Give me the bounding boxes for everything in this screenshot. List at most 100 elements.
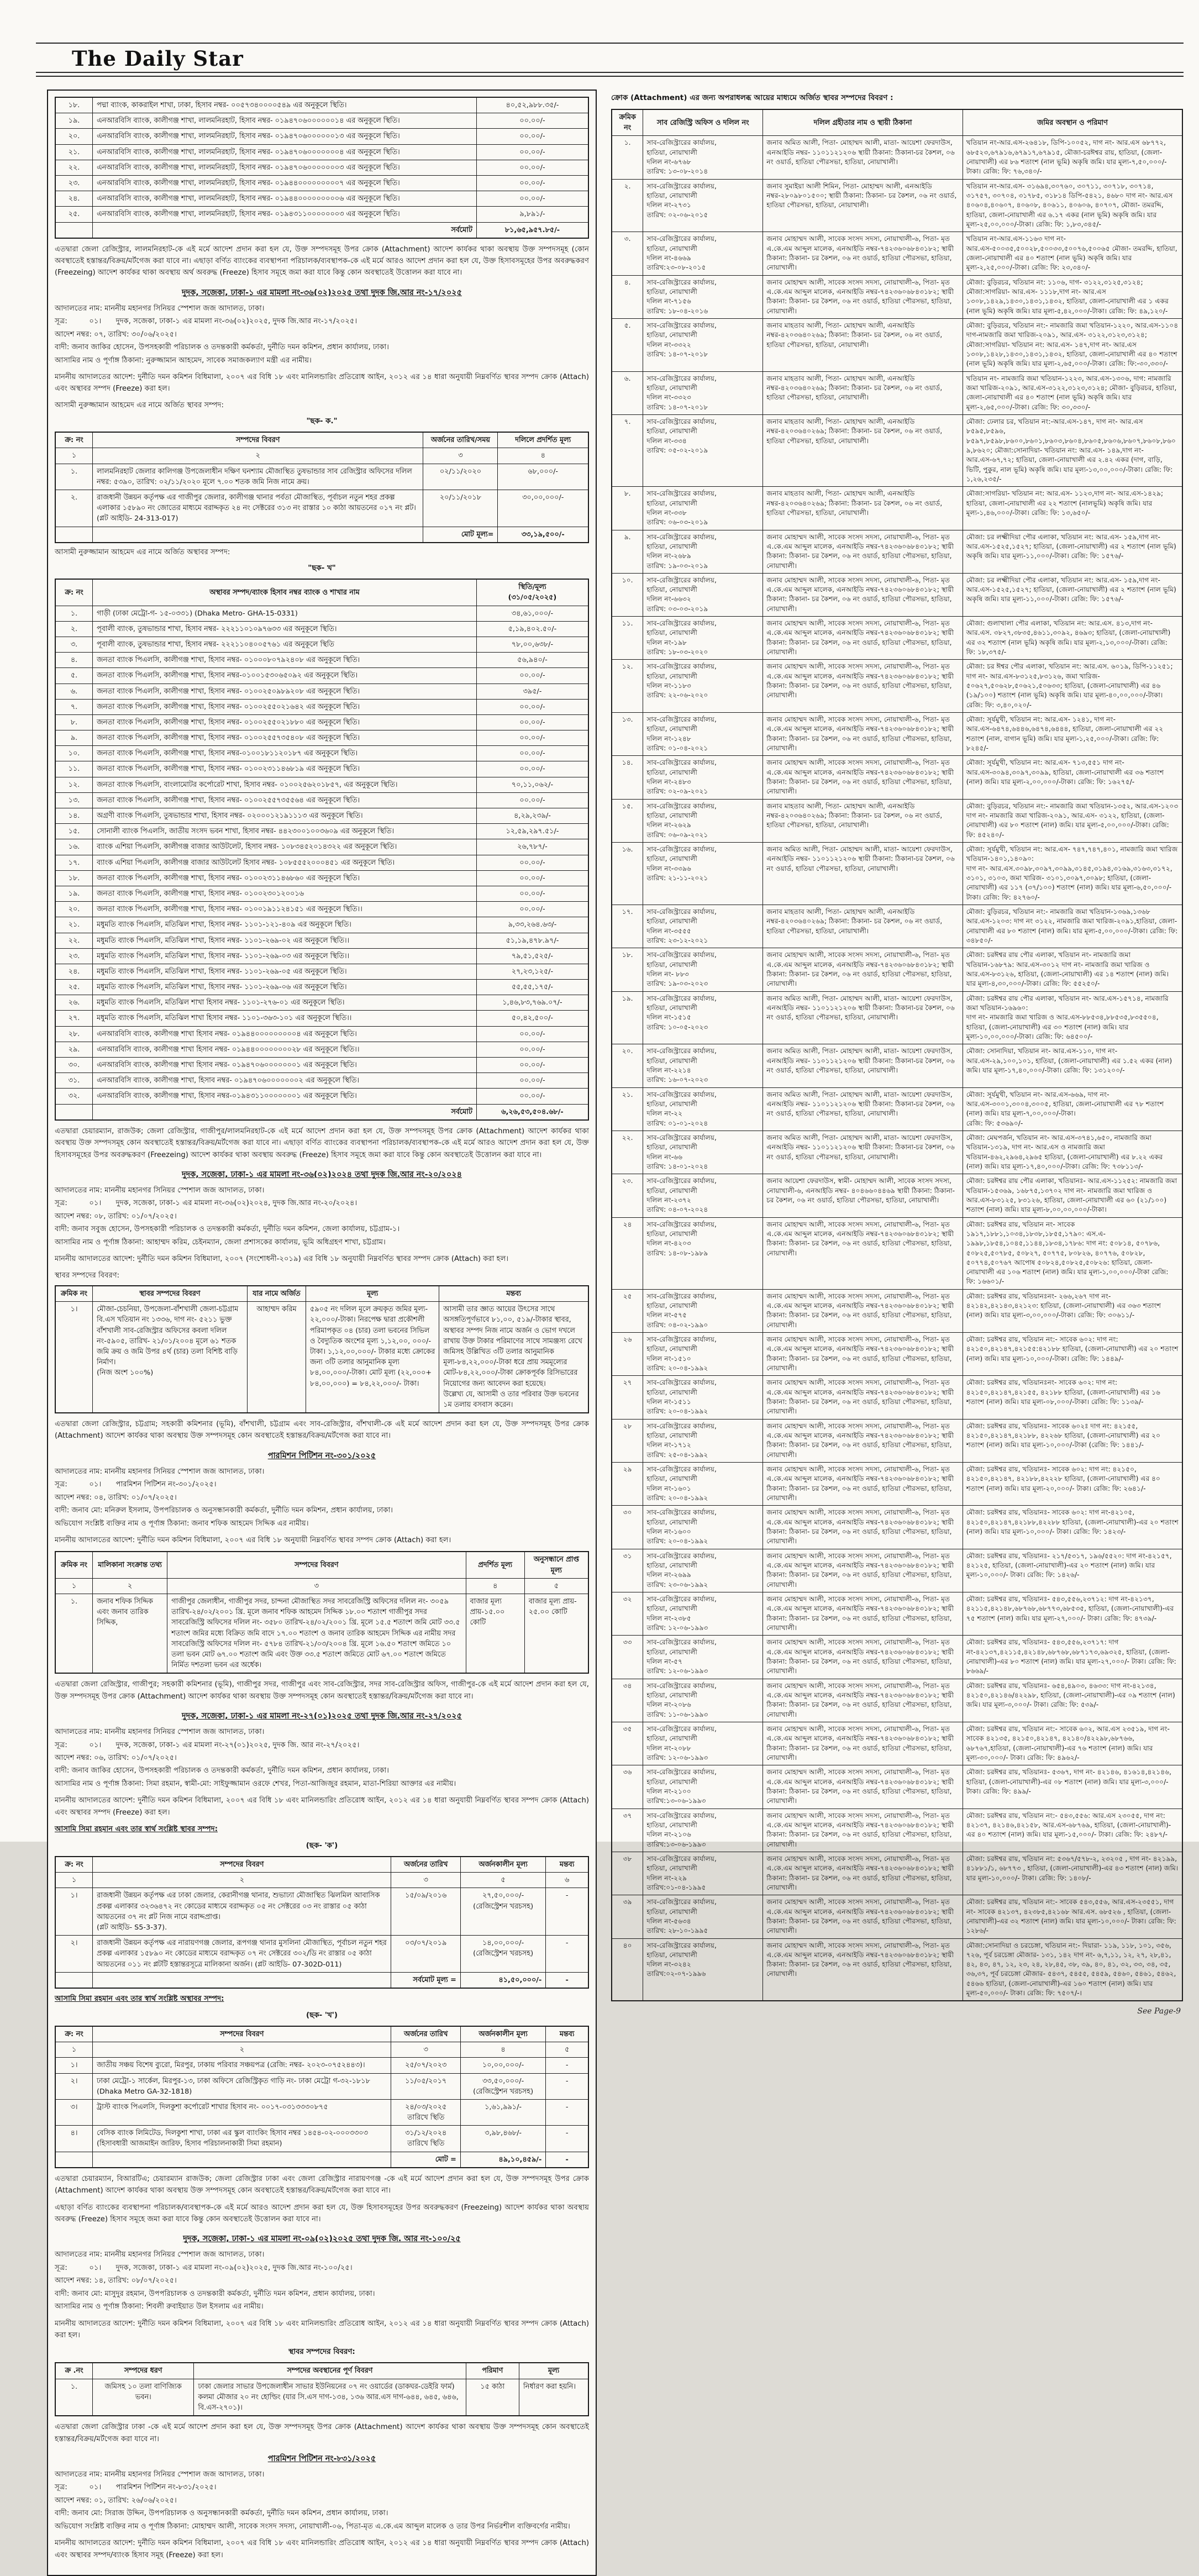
column-index-cell: ৪ xyxy=(460,2042,546,2058)
table-cell: সাব-রেজিস্ট্রারের কার্যালয়, হাতিয়া, নো… xyxy=(643,1289,764,1333)
table-cell: এনআরবিসি ব্যাংক, কালীগঞ্জ শাখা, লালমনিরহ… xyxy=(92,128,477,145)
table-cell: জনাব অমিত আলী, পিতা- মোহাম্মদ আলী, মাতা-… xyxy=(762,1044,963,1088)
meta-line: আসামী নুরুজ্জামান আহমেদ এর নামে অর্জিত স… xyxy=(55,401,224,409)
table-row: ২৩. এনআরবিসি ব্যাংক, কালীগঞ্জ শাখা, লালমন… xyxy=(55,175,589,192)
table-cell: মৌজা: চর লক্ষ্মীদিয়া পৌর এলাকা, খতিয়ান… xyxy=(962,572,1183,617)
column-header: দলিল গ্রহীতার নাম ও স্থায়ী ঠিকানা xyxy=(762,109,963,136)
table-row: ১৮. পদ্মা ব্যাংক, কাকরাইল শাখা, ঢাকা, হিস… xyxy=(55,97,589,114)
column-header: ক্রমিক নং xyxy=(611,109,644,136)
table-cell: খতিয়ান নং-আর.এস-১১৬৩ দাগ নং- আর.এস-৫০০৩… xyxy=(962,232,1183,276)
notice-paragraph: এতদ্বারা জেলা রেজিস্ট্রার, চট্টগ্রাম; সহ… xyxy=(55,1420,589,1441)
table-cell: জনতা ব্যাংক পিএলসি, কালীগঞ্জ শাখা, হিসাব… xyxy=(92,745,477,762)
table-cell: বাজার মূল্য প্রায়-১৫.০০ কোটি xyxy=(465,1594,525,1674)
table-cell: ১৮. xyxy=(55,870,93,886)
meta-line: আদেশ নম্বর: ০৭, তারিখ: ৩০/০৬/২০২৫। xyxy=(55,330,177,339)
table-cell: মৌজা: চরঈশ্বর রায় পৌর এলাকা, খতিয়ানঃ- … xyxy=(962,1174,1183,1218)
column-index-cell: ৫ xyxy=(545,2042,589,2058)
table-cell: ৮. xyxy=(611,486,644,530)
table-cell: জনাব মাহতাব আলী, পিতা- মোহাম্মদ আলী, এনআ… xyxy=(762,904,963,949)
table-cell: সাব-রেজিস্ট্রারের কার্যালয়, হাতিয়া, নো… xyxy=(643,232,764,276)
table-cell: সাব-রেজিস্ট্রারের কার্যালয়, হাতিয়া, নো… xyxy=(643,1217,764,1290)
table-cell: জনাব অমিত আলী, পিতা- মোহাম্মদ আলী, মাতা-… xyxy=(762,991,963,1045)
meta-line: আসামী নুরুজ্জামান আহমেদ এর নামে অর্জিত অ… xyxy=(55,548,230,556)
table-cell: জনাব মোহাম্মদ আলী, সাবেক সংসদ সদস্য, নোয… xyxy=(762,572,963,617)
table-cell: মৌজা: চরঈশ্বর রায়, খতিয়ানঃ- ৬৫৪,৪৯০৩, … xyxy=(962,1678,1183,1722)
table-cell: ১৯. xyxy=(611,991,644,1045)
table-cell: ১৫. xyxy=(55,823,93,840)
table-cell: ৩২ xyxy=(611,1591,644,1636)
table-cell: ৩,৯৮,৪৬৮/- xyxy=(460,2125,546,2152)
column-header: মালিকানা সংক্রান্ত তথ্য xyxy=(92,1551,168,1579)
column-header: ক্রমিক নং xyxy=(55,1285,93,1302)
column-header: অর্জনকালীন মূল্য xyxy=(460,2026,546,2043)
table-cell: ০০.০০/- xyxy=(476,901,589,918)
table-cell: ০০.০০/- xyxy=(476,1088,589,1105)
table-cell: - xyxy=(545,2057,589,2074)
table-row: ৬. সাব-রেজিস্ট্রারের কার্যালয়, হাতিয়া, … xyxy=(611,371,1183,415)
column-index-cell: ৩ xyxy=(391,1872,461,1889)
column-header: সম্পদের বিবরণ xyxy=(92,1856,392,1873)
meta-line: আসামির নাম ও পূর্ণাঙ্গ ঠিকানা: শিবলী রুব… xyxy=(55,2302,264,2311)
meta-line: সূত্র: ০১। দুদক, সজেকা, ঢাকা-১ এর মামলা … xyxy=(55,2263,353,2272)
meta-line: বাদী: জনাব জাকির হোসেন, উপসহকারী পরিচালক… xyxy=(55,343,389,352)
column-index-cell: ২ xyxy=(92,448,424,464)
column-header: ক্র: নং xyxy=(55,1856,93,1873)
table-cell: ৩৪ xyxy=(611,1678,644,1722)
table-cell: মধুমতি ব্যাংক পিএলসি, মতিঝিল শাখা, হিসাব… xyxy=(92,917,477,933)
table-cell: ৫৫,৫৫,১৭৫/- xyxy=(476,979,589,996)
table-row: ৪. সাব-রেজিস্ট্রারের কার্যালয়, হাতিয়া, … xyxy=(611,275,1183,319)
table-cell: ৫০,৪২,৫০০/- xyxy=(476,1010,589,1027)
table-cell: ৩৮ xyxy=(611,1851,644,1896)
table-cell: অগ্রণী ব্যাংক পিএলসি, তুষভান্ডার শাখা, হ… xyxy=(92,808,477,824)
total-cell: সর্বমোট xyxy=(92,1103,477,1121)
table-row: ২১. সাব-রেজিস্ট্রারের কার্যালয়, হাতিয়া,… xyxy=(611,1087,1183,1131)
column-header: ক্র: নং xyxy=(55,2026,93,2043)
table-row: ৩৭ সাব-রেজিস্ট্রারের কার্যালয়, হাতিয়া, … xyxy=(611,1808,1183,1852)
table-row: ১১. জনতা ব্যাংক পিএলসি, কালীগঞ্জ শাখা, হি… xyxy=(55,761,589,777)
table-cell: সাব-রেজিস্ট্রারের কার্যালয়, হাতিয়া, নো… xyxy=(643,1087,764,1131)
table-cell: মৌজা: চর লক্ষ্মীদিয়া পৌর এলাকা, খতিয়ান… xyxy=(962,529,1183,574)
table-row: ১৯. সাব-রেজিস্ট্রারের কার্যালয়, হাতিয়া,… xyxy=(611,991,1183,1045)
table-row: ২৮. এনআরবিসি ব্যাংক, কালীগঞ্জ শাখা হিসাব … xyxy=(55,1026,589,1042)
table-cell: ৪০,৫২,৯৮৮.৩৫/- xyxy=(476,97,589,114)
table-cell: জনাব অমিত আলী, পিতা- মোহাম্মদ আলী, মাতা-… xyxy=(762,1130,963,1175)
column-header: সম্পদের বিবরণ xyxy=(92,2026,392,2043)
table-cell: ১২. xyxy=(55,776,93,793)
table-cell: সাব-রেজিস্ট্রারের কার্যালয়, হাতিয়া, নো… xyxy=(643,1895,764,1939)
table-cell: জনাব মোহাম্মদ আলী, সাবেক সংসদ সদস্য, নোয… xyxy=(762,529,963,574)
table-cell: ২০. xyxy=(55,128,93,145)
table-cell: ২। xyxy=(55,1935,93,1973)
table-cell: ১৬. xyxy=(611,842,644,905)
table-cell: জনতা ব্যাংক পিএলসি, কালীগঞ্জ শাখা, হিসাব… xyxy=(92,885,477,902)
table-cell: ২৩. xyxy=(611,1174,644,1218)
legal-notice-left-column: ১৮. পদ্মা ব্যাংক, কাকরাইল শাখা, ঢাকা, হিস… xyxy=(47,90,597,2576)
table-cell: ৪০ xyxy=(611,1938,644,2001)
meta-line: আসামির নাম ও পূর্ণাঙ্গ ঠিকানা: নুরুজ্জাম… xyxy=(55,356,312,365)
table-row: ১। মৌজা-চেচনিয়া, উপজেলা-বাঁশখালী জেলা-চট… xyxy=(55,1301,589,1413)
table-title: "ছক- ক." xyxy=(306,417,338,426)
table-cell: ৯. xyxy=(55,730,93,746)
meta-line: আদেশ নম্বর: ০১, তারিখ: ২৬/০৬/২০২৫। xyxy=(55,2496,177,2505)
table-cell: ১। xyxy=(55,1301,93,1413)
table-cell: ৪। xyxy=(55,2125,93,2152)
total-cell xyxy=(92,1972,392,1989)
table-cell: খতিয়ান নং- নামজারি জমা খতিয়ান-১২২৩, আর… xyxy=(962,371,1183,415)
table-cell: ২৭,২৩,১২৫/- xyxy=(476,963,589,980)
content-columns: ১৮. পদ্মা ব্যাংক, কাকরাইল শাখা, ঢাকা, হিস… xyxy=(47,90,1183,2576)
table-cell: মৌজা: চরঈশ্বর রায়, খতিয়ানঃ- ৫৩৬৭, দাগ … xyxy=(962,1765,1183,1809)
table-cell: ৩১/১২/২০২৪ তারিখে স্থিতি xyxy=(391,2125,461,2152)
table-cell: এনআরবিসি ব্যাংক, কালীগঞ্জ শাখা, লালমনিরহ… xyxy=(92,206,477,223)
table-cell: মৌজা: সূর্যমুখী, খতিয়ান নং: আর.এস- ১২৪১… xyxy=(962,712,1183,756)
table-cell: ১,৬১,৯৯১/- xyxy=(460,2099,546,2126)
column-index-cell: ১ xyxy=(55,1872,93,1889)
table-total-row: মোট মূল্য= ৩৩,১৯,৫০০/- xyxy=(55,526,589,543)
table-row: ২৭. মধুমতি ব্যাংক পিএলসি, মতিঝিল শাখা হিস… xyxy=(55,1010,589,1027)
table-row: ১৭. সাব-রেজিস্ট্রারের কার্যালয়, হাতিয়া,… xyxy=(611,904,1183,949)
table-cell: ১,৪৬,৮৩,৭৬৯.০৭/- xyxy=(476,995,589,1011)
column-header: অর্জনের তারিখ/সময় xyxy=(423,432,498,449)
table-row: ৩৩ সাব-রেজিস্ট্রারের কার্যালয়, হাতিয়া, … xyxy=(611,1635,1183,1679)
table-cell: ৩০. xyxy=(55,1057,93,1074)
table-cell: মধুমতি ব্যাংক পিএলসি, মতিঝিল শাখা, হিসাব… xyxy=(92,979,477,996)
table-cell: মধুমতি ব্যাংক পিএলসি, মতিঝিল শাখা, হিসাব… xyxy=(92,948,477,964)
